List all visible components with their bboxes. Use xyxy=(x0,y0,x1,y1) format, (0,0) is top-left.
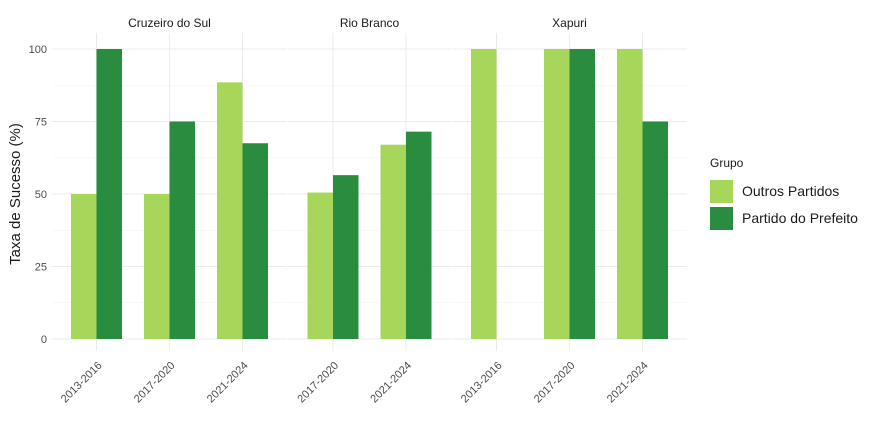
legend-label-outros: Outros Partidos xyxy=(742,183,840,199)
panel-title: Cruzeiro do Sul xyxy=(128,16,211,30)
bar-outros xyxy=(471,49,497,339)
bar-outros xyxy=(380,144,406,339)
bar-prefeito xyxy=(642,121,668,339)
y-tick-label: 50 xyxy=(35,189,47,201)
legend: Grupo Outros Partidos Partido do Prefeit… xyxy=(710,156,858,233)
x-tick-label: 2021-2024 xyxy=(205,360,251,406)
bar-outros xyxy=(71,194,97,339)
x-tick-label: 2013-2016 xyxy=(459,360,505,406)
panel-title: Xapuri xyxy=(552,16,587,30)
bar-prefeito xyxy=(242,143,268,339)
x-tick-label: 2021-2024 xyxy=(368,360,414,406)
y-tick-label: 25 xyxy=(35,262,47,274)
bar-prefeito xyxy=(333,175,359,339)
x-tick-label: 2021-2024 xyxy=(605,360,651,406)
legend-item-prefeito: Partido do Prefeito xyxy=(710,206,858,230)
bar-prefeito xyxy=(569,49,595,339)
panel-title: Rio Branco xyxy=(340,16,400,30)
legend-swatch-outros xyxy=(710,179,733,203)
y-tick-label: 75 xyxy=(35,117,47,129)
legend-label-prefeito: Partido do Prefeito xyxy=(742,210,858,226)
y-tick-label: 100 xyxy=(29,44,47,56)
y-axis-label: Taxa de Sucesso (%) xyxy=(7,123,24,265)
x-tick-label: 2017-2020 xyxy=(132,360,178,406)
bar-outros xyxy=(307,192,333,339)
legend-title: Grupo xyxy=(710,156,744,170)
x-tick-label: 2017-2020 xyxy=(295,360,341,406)
bar-outros xyxy=(217,82,243,339)
x-tick-label: 2013-2016 xyxy=(59,360,105,406)
legend-swatch-prefeito xyxy=(710,206,733,230)
legend-item-outros: Outros Partidos xyxy=(710,179,858,203)
bar-prefeito xyxy=(96,49,122,339)
bar-prefeito xyxy=(169,121,195,339)
bar-outros xyxy=(617,49,643,339)
y-tick-label: 0 xyxy=(41,334,47,346)
bar-outros xyxy=(144,194,170,339)
bar-outros xyxy=(544,49,570,339)
bar-prefeito xyxy=(406,131,432,339)
x-tick-label: 2017-2020 xyxy=(532,360,578,406)
